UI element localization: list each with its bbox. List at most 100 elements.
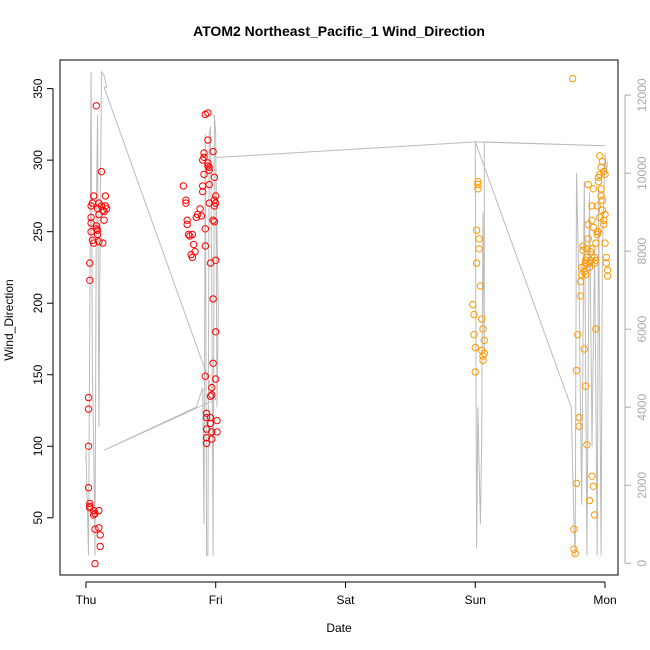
- y-tick-label: 200: [31, 293, 45, 313]
- data-point-series-1: [212, 256, 220, 264]
- x-tick-label: Sat: [336, 593, 355, 607]
- data-point-series-1: [209, 147, 217, 156]
- data-point-series-2: [472, 226, 481, 234]
- data-point-series-1: [183, 216, 191, 224]
- data-point-series-2: [574, 331, 582, 339]
- y-tick-label: 300: [31, 150, 45, 170]
- data-point-series-2: [588, 216, 596, 224]
- data-point-series-2: [596, 213, 604, 222]
- data-point-series-2: [588, 245, 596, 253]
- data-point-series-1: [191, 248, 199, 256]
- x-tick-label: Sun: [465, 593, 486, 607]
- x-tick-label: Mon: [593, 593, 616, 607]
- data-point-series-2: [594, 228, 603, 236]
- data-point-series-1: [212, 192, 220, 200]
- data-point-series-1: [93, 226, 102, 234]
- data-point-series-2: [576, 278, 585, 286]
- data-point-series-1: [179, 182, 188, 190]
- data-point-series-2: [589, 223, 597, 232]
- data-point-series-2: [592, 325, 600, 333]
- data-point-series-1: [96, 542, 104, 551]
- data-point-series-1: [204, 162, 212, 170]
- data-point-series-1: [199, 187, 207, 196]
- data-point-series-2: [603, 266, 612, 274]
- data-point-series-1: [90, 192, 98, 200]
- y-tick-label: 350: [31, 78, 45, 98]
- data-point-series-2: [570, 545, 578, 553]
- data-point-series-2: [470, 310, 478, 319]
- data-point-series-2: [584, 235, 592, 243]
- data-point-series-2: [479, 356, 487, 365]
- data-point-series-2: [594, 177, 603, 186]
- data-point-series-2: [600, 220, 608, 229]
- data-point-series-1: [209, 359, 217, 367]
- data-point-series-1: [90, 239, 98, 247]
- data-point-series-1: [91, 559, 99, 568]
- data-point-series-2: [601, 239, 609, 247]
- data-point-series-1: [103, 205, 111, 213]
- y-tick-label: 250: [31, 221, 45, 241]
- data-point-series-2: [580, 345, 588, 353]
- data-point-series-2: [576, 292, 585, 300]
- data-point-series-2: [589, 185, 597, 193]
- y-tick-label: 50: [31, 511, 45, 525]
- data-point-series-2: [583, 441, 591, 449]
- x-axis-label: Date: [326, 621, 352, 635]
- data-point-series-1: [92, 102, 101, 110]
- data-point-series-2: [588, 202, 596, 210]
- data-point-series-1: [86, 259, 94, 267]
- data-point-series-2: [602, 253, 610, 262]
- data-point-series-1: [208, 428, 216, 436]
- x-tick-label: Fri: [209, 593, 223, 607]
- data-point-series-1: [212, 375, 220, 383]
- data-point-series-2: [579, 246, 587, 255]
- secondary-series-line: [85, 70, 609, 556]
- data-point-series-2: [603, 272, 612, 280]
- data-point-series-2: [572, 479, 581, 488]
- data-point-series-1: [202, 439, 211, 448]
- data-point-series-1: [90, 511, 98, 519]
- data-point-series-1: [92, 222, 101, 230]
- data-point-series-1: [184, 230, 193, 239]
- axes-layer: Thu Fri Sat Sun Mon 50 100 150 200 250 300 350 0 2000…: [31, 78, 649, 607]
- data-point-series-2: [471, 343, 479, 352]
- data-point-series-1: [84, 405, 93, 413]
- data-point-series-2: [575, 413, 583, 422]
- data-point-series-1: [84, 484, 93, 492]
- data-point-series-1: [183, 220, 191, 229]
- x-tick-label: Thu: [76, 593, 97, 607]
- data-point-series-2: [475, 235, 483, 243]
- data-point-series-2: [471, 368, 479, 376]
- data-point-series-1: [91, 525, 99, 533]
- data-point-series-2: [589, 482, 597, 490]
- y-tick-label: 100: [31, 436, 45, 456]
- data-point-series-1: [84, 393, 93, 402]
- data-point-series-1: [208, 435, 216, 443]
- data-point-series-1: [201, 225, 210, 233]
- data-point-series-2: [597, 192, 605, 200]
- chart-title: ATOM2 Northeast_Pacific_1 Wind_Direction: [193, 23, 485, 39]
- data-point-series-1: [190, 240, 198, 249]
- data-point-series-1: [202, 413, 211, 422]
- data-point-series-2: [475, 245, 483, 253]
- data-point-series-1: [208, 383, 216, 392]
- data-point-series-2: [590, 511, 599, 519]
- data-point-series-1: [213, 416, 221, 425]
- secondary-line-layer: [85, 70, 609, 556]
- data-point-series-2: [571, 549, 579, 558]
- data-point-series-2: [598, 196, 607, 204]
- y-axis-label: Wind_Direction: [2, 279, 16, 360]
- data-point-series-2: [598, 157, 607, 166]
- data-point-series-1: [201, 372, 210, 380]
- y2-tick-label: 8000: [635, 238, 649, 265]
- data-point-series-1: [87, 213, 95, 222]
- data-point-series-1: [204, 159, 212, 167]
- data-point-series-2: [581, 270, 590, 279]
- data-point-series-1: [200, 170, 208, 179]
- data-point-series-1: [208, 391, 216, 399]
- data-point-series-1: [95, 524, 103, 532]
- data-point-series-1: [213, 428, 221, 436]
- data-point-series-1: [202, 434, 211, 442]
- y2-tick-label: 2000: [635, 472, 649, 499]
